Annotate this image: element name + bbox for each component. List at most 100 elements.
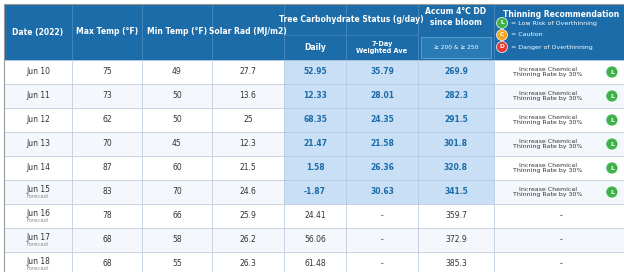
Bar bbox=[212, 132, 284, 156]
Text: 56.06: 56.06 bbox=[304, 236, 326, 245]
Bar bbox=[4, 4, 72, 60]
Bar bbox=[421, 37, 491, 58]
Text: 68: 68 bbox=[102, 236, 112, 245]
Bar bbox=[418, 132, 494, 156]
Text: 49: 49 bbox=[172, 67, 182, 76]
Bar bbox=[142, 180, 212, 204]
Text: 12.33: 12.33 bbox=[303, 91, 327, 100]
Bar bbox=[72, 156, 142, 180]
Text: 28.01: 28.01 bbox=[370, 91, 394, 100]
Text: Forecast: Forecast bbox=[27, 243, 49, 248]
Text: L: L bbox=[610, 94, 614, 98]
Bar bbox=[494, 132, 624, 156]
Bar bbox=[4, 84, 72, 108]
Text: Max Temp (°F): Max Temp (°F) bbox=[76, 27, 138, 36]
Bar bbox=[72, 180, 142, 204]
Bar bbox=[72, 84, 142, 108]
Text: 50: 50 bbox=[172, 116, 182, 125]
Bar bbox=[284, 252, 346, 272]
Bar bbox=[4, 180, 72, 204]
Bar bbox=[418, 252, 494, 272]
Bar bbox=[4, 252, 72, 272]
Text: -: - bbox=[381, 212, 383, 221]
Text: 7-Day
Weighted Ave: 7-Day Weighted Ave bbox=[356, 41, 407, 54]
Bar bbox=[346, 204, 418, 228]
Bar bbox=[346, 156, 418, 180]
Text: Solar Rad (MJ/m2): Solar Rad (MJ/m2) bbox=[209, 27, 287, 36]
Bar bbox=[142, 108, 212, 132]
Text: Daily: Daily bbox=[304, 43, 326, 52]
Text: Jun 15: Jun 15 bbox=[26, 184, 50, 193]
Bar bbox=[142, 204, 212, 228]
Bar bbox=[346, 252, 418, 272]
Text: Increase Chemical
Thinning Rate by 30%: Increase Chemical Thinning Rate by 30% bbox=[513, 67, 582, 78]
Text: 68.35: 68.35 bbox=[303, 116, 327, 125]
Bar bbox=[142, 228, 212, 252]
Text: 27.7: 27.7 bbox=[240, 67, 256, 76]
Text: = Caution: = Caution bbox=[511, 32, 543, 38]
Text: Jun 17: Jun 17 bbox=[26, 233, 50, 242]
Bar bbox=[346, 180, 418, 204]
Circle shape bbox=[497, 17, 507, 29]
Bar bbox=[72, 108, 142, 132]
Text: -1.87: -1.87 bbox=[304, 187, 326, 196]
Text: 75: 75 bbox=[102, 67, 112, 76]
Text: L: L bbox=[610, 141, 614, 147]
Text: L: L bbox=[610, 190, 614, 194]
Bar bbox=[418, 228, 494, 252]
Text: -: - bbox=[560, 212, 562, 221]
Text: 269.9: 269.9 bbox=[444, 67, 468, 76]
Text: C: C bbox=[500, 32, 504, 38]
Text: 24.6: 24.6 bbox=[240, 187, 256, 196]
Bar bbox=[284, 204, 346, 228]
Bar bbox=[142, 60, 212, 84]
Bar bbox=[284, 108, 346, 132]
Text: Increase Chemical
Thinning Rate by 30%: Increase Chemical Thinning Rate by 30% bbox=[513, 163, 582, 174]
Bar bbox=[4, 156, 72, 180]
Text: Jun 11: Jun 11 bbox=[26, 91, 50, 100]
Bar bbox=[494, 252, 624, 272]
Bar bbox=[284, 132, 346, 156]
Bar bbox=[494, 84, 624, 108]
Text: 30.63: 30.63 bbox=[370, 187, 394, 196]
Text: 61.48: 61.48 bbox=[304, 259, 326, 268]
Bar bbox=[418, 60, 494, 84]
Bar bbox=[4, 60, 72, 84]
Text: L: L bbox=[610, 70, 614, 75]
Bar bbox=[346, 132, 418, 156]
Bar bbox=[212, 252, 284, 272]
Text: 282.3: 282.3 bbox=[444, 91, 468, 100]
Bar bbox=[142, 156, 212, 180]
Bar bbox=[418, 108, 494, 132]
Text: Increase Chemical
Thinning Rate by 30%: Increase Chemical Thinning Rate by 30% bbox=[513, 91, 582, 101]
Text: 24.35: 24.35 bbox=[370, 116, 394, 125]
Bar bbox=[284, 228, 346, 252]
Bar bbox=[346, 4, 418, 60]
Bar bbox=[418, 4, 494, 60]
Bar bbox=[212, 4, 284, 60]
Circle shape bbox=[606, 138, 618, 150]
Bar bbox=[284, 180, 346, 204]
Circle shape bbox=[606, 186, 618, 198]
Text: 341.5: 341.5 bbox=[444, 187, 468, 196]
Bar bbox=[494, 108, 624, 132]
Text: L: L bbox=[500, 20, 504, 26]
Text: 52.95: 52.95 bbox=[303, 67, 327, 76]
Bar bbox=[284, 156, 346, 180]
Text: Forecast: Forecast bbox=[27, 218, 49, 224]
Bar bbox=[284, 60, 346, 84]
Bar bbox=[418, 204, 494, 228]
Text: 55: 55 bbox=[172, 259, 182, 268]
Text: Forecast: Forecast bbox=[27, 194, 49, 199]
Bar bbox=[494, 4, 624, 60]
Text: 26.2: 26.2 bbox=[240, 236, 256, 245]
Text: 320.8: 320.8 bbox=[444, 163, 468, 172]
Bar bbox=[212, 60, 284, 84]
Bar bbox=[494, 204, 624, 228]
Bar bbox=[494, 180, 624, 204]
Text: 12.3: 12.3 bbox=[240, 140, 256, 149]
Bar bbox=[418, 180, 494, 204]
Bar bbox=[418, 84, 494, 108]
Bar bbox=[142, 4, 212, 60]
Text: 73: 73 bbox=[102, 91, 112, 100]
